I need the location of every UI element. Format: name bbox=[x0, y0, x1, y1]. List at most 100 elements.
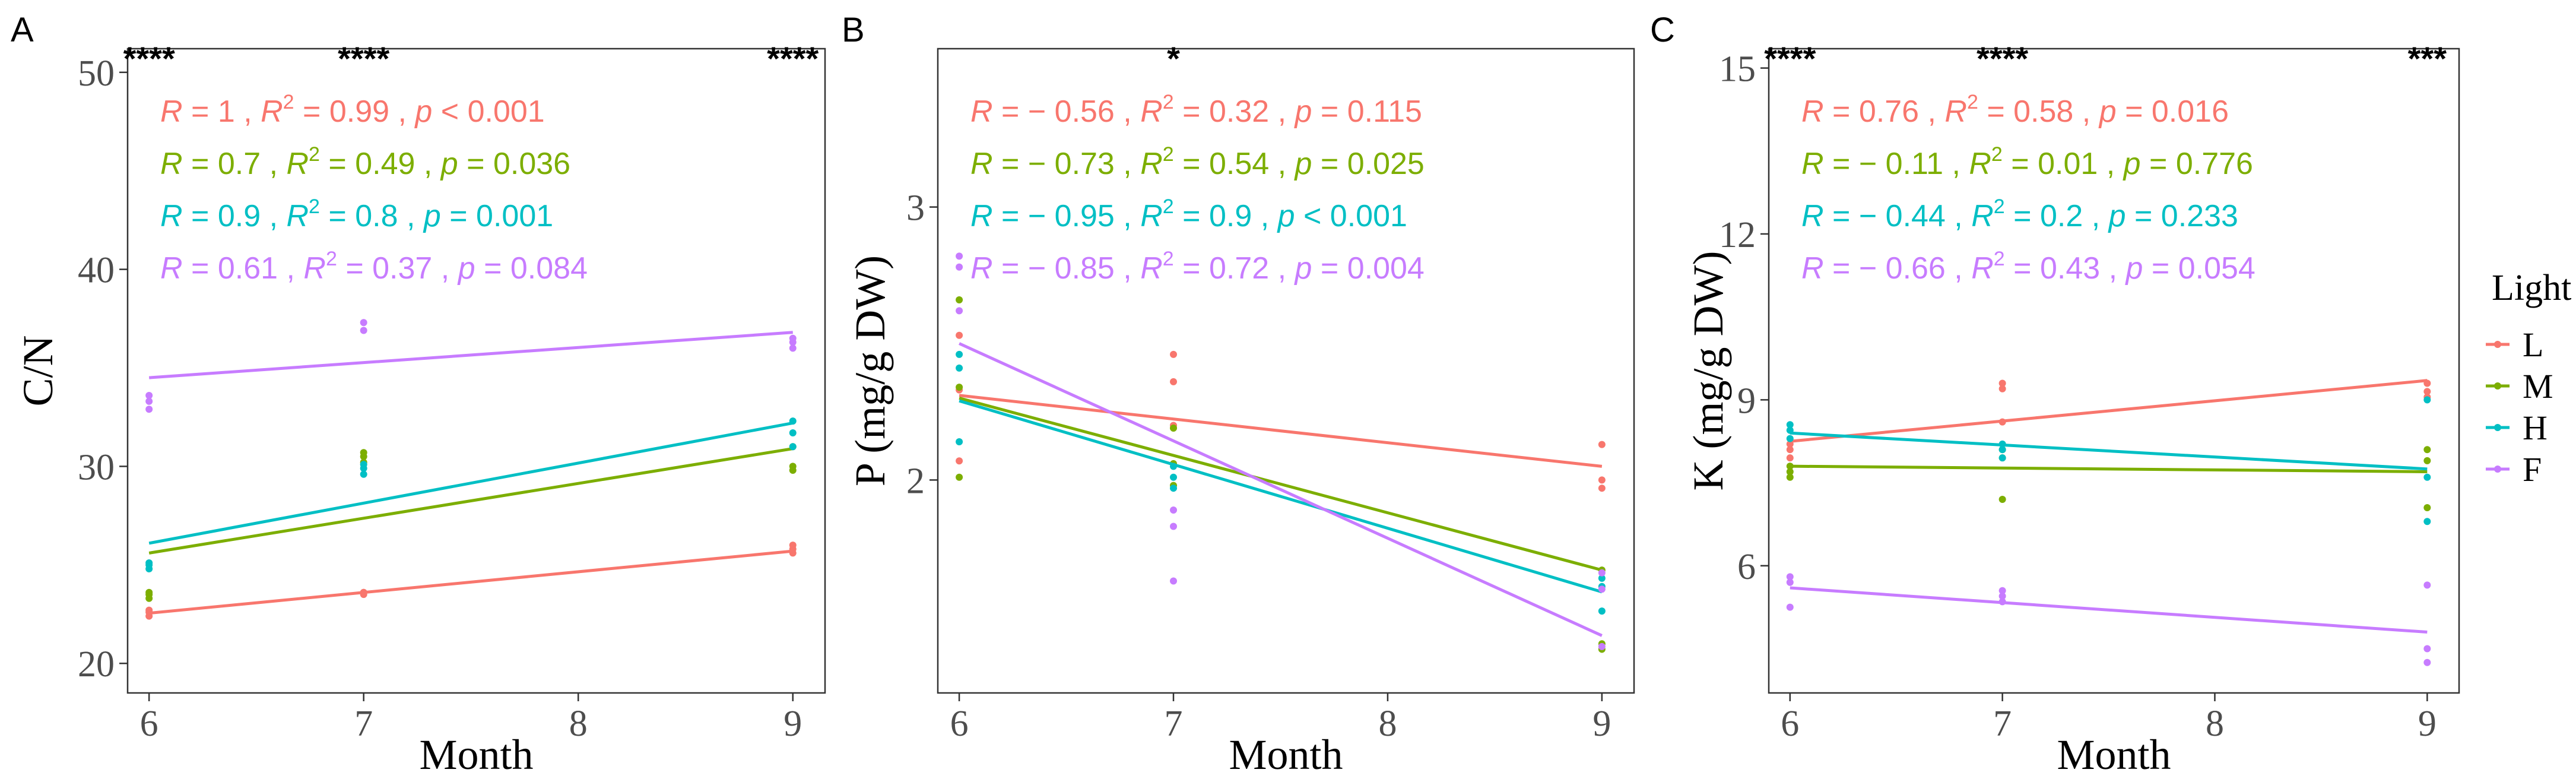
stat-p-symbol: p bbox=[457, 251, 475, 286]
legend-entry-label: M bbox=[2523, 367, 2553, 406]
stat-r2-symbol: R bbox=[1140, 199, 1163, 233]
data-point bbox=[956, 331, 963, 339]
stats-annotation: R = − 0.73 , R2 = 0.54 , p = 0.025 bbox=[970, 143, 1425, 181]
data-point bbox=[789, 344, 797, 352]
data-point bbox=[360, 327, 367, 334]
regression-line bbox=[959, 399, 1603, 594]
stat-sep: , bbox=[1252, 199, 1277, 233]
data-point bbox=[2423, 645, 2431, 653]
series-F bbox=[145, 319, 797, 413]
legend-entry-label: H bbox=[2523, 409, 2548, 447]
stat-r2-symbol: R bbox=[286, 199, 309, 233]
stat-r2-superscript: 2 bbox=[1163, 143, 1174, 166]
data-point bbox=[1170, 506, 1178, 514]
stat-p-operator: = bbox=[2126, 199, 2161, 233]
stat-sep: , bbox=[1115, 94, 1140, 129]
stat-equals: = bbox=[183, 94, 218, 129]
stat-r2-superscript: 2 bbox=[309, 195, 320, 218]
y-tick-label: 6 bbox=[1737, 547, 1756, 587]
stat-r-symbol: R bbox=[160, 147, 183, 181]
data-point bbox=[1598, 441, 1606, 448]
stat-p-value: 0.776 bbox=[2176, 147, 2253, 181]
stat-r-symbol: R bbox=[970, 94, 993, 129]
stat-p-operator: = bbox=[458, 147, 493, 181]
data-point bbox=[1598, 574, 1606, 582]
stat-sep: , bbox=[1946, 251, 1971, 286]
stat-r2-superscript: 2 bbox=[283, 91, 294, 113]
stat-r2-value: 0.54 bbox=[1209, 147, 1269, 181]
y-tick-label: 40 bbox=[78, 251, 115, 291]
stat-r-value: 0.7 bbox=[218, 147, 261, 181]
stat-r2-superscript: 2 bbox=[1163, 248, 1174, 270]
y-tick-label: 12 bbox=[1719, 215, 1756, 255]
x-axis-title: Month bbox=[419, 731, 533, 778]
stat-r2-symbol: R bbox=[1971, 251, 1994, 286]
stat-equals: = bbox=[993, 199, 1028, 233]
stat-sep: , bbox=[1269, 251, 1295, 286]
stat-equals: = bbox=[183, 251, 218, 286]
data-point bbox=[2423, 518, 2431, 525]
stat-equals: = bbox=[2005, 251, 2040, 286]
data-point bbox=[2423, 388, 2431, 395]
data-point bbox=[1998, 496, 2006, 504]
stat-r2-superscript: 2 bbox=[1994, 248, 2005, 270]
significance-label: *** bbox=[2408, 40, 2447, 77]
panel-label: B bbox=[842, 11, 865, 49]
stat-r2-symbol: R bbox=[1140, 94, 1163, 129]
stat-equals: = bbox=[993, 251, 1028, 286]
data-point bbox=[789, 334, 797, 342]
data-point bbox=[1786, 473, 1794, 481]
stat-sep: , bbox=[261, 147, 286, 181]
data-point bbox=[145, 397, 153, 405]
data-point bbox=[145, 588, 153, 596]
stat-equals: = bbox=[993, 147, 1028, 181]
x-tick-label: 8 bbox=[1378, 704, 1397, 744]
stat-equals: = bbox=[1174, 251, 1209, 286]
stat-r-symbol: R bbox=[1801, 94, 1824, 129]
stat-equals: = bbox=[1824, 94, 1859, 129]
x-tick-label: 7 bbox=[1165, 704, 1183, 744]
data-point bbox=[1598, 607, 1606, 615]
regression-line bbox=[1790, 586, 2428, 634]
stat-r2-superscript: 2 bbox=[1967, 91, 1978, 113]
data-point bbox=[1598, 485, 1606, 492]
stat-r2-value: 0.58 bbox=[2013, 94, 2073, 129]
x-tick-label: 6 bbox=[950, 704, 969, 744]
regression-line bbox=[959, 394, 1603, 468]
x-tick-label: 9 bbox=[2418, 704, 2437, 744]
stat-p-operator: = bbox=[1312, 251, 1347, 286]
y-axis-title: C/N bbox=[14, 335, 62, 406]
stat-equals: = bbox=[1174, 94, 1209, 129]
stat-r2-superscript: 2 bbox=[309, 143, 320, 166]
stat-r2-symbol: R bbox=[1140, 147, 1163, 181]
stat-r2-value: 0.72 bbox=[1209, 251, 1269, 286]
data-point bbox=[1598, 476, 1606, 484]
data-point bbox=[956, 457, 963, 465]
x-tick-label: 7 bbox=[1993, 704, 2012, 744]
regression-line bbox=[148, 331, 793, 379]
stat-r2-superscript: 2 bbox=[326, 248, 337, 270]
stat-sep: , bbox=[1943, 147, 1969, 181]
data-point bbox=[145, 406, 153, 413]
data-point bbox=[2423, 396, 2431, 404]
stat-r2-symbol: R bbox=[303, 251, 326, 286]
stat-p-symbol: p bbox=[2098, 94, 2117, 129]
data-point bbox=[1786, 421, 1794, 429]
legend-entry-label: L bbox=[2523, 325, 2543, 364]
stat-r-symbol: R bbox=[970, 251, 993, 286]
stat-equals: = bbox=[2005, 199, 2040, 233]
data-point bbox=[1786, 468, 1794, 476]
data-point bbox=[1786, 578, 1794, 586]
stat-p-symbol: p bbox=[1294, 94, 1312, 129]
legend-entry-F: F bbox=[2486, 450, 2542, 489]
stat-equals: = bbox=[2003, 147, 2038, 181]
series-F bbox=[956, 252, 1606, 650]
stat-r-value: − 0.95 bbox=[1028, 199, 1115, 233]
stats-annotation: R = 1 , R2 = 0.99 , p < 0.001 bbox=[160, 91, 545, 129]
stat-p-value: 0.001 bbox=[476, 199, 553, 233]
data-point bbox=[145, 559, 153, 567]
x-axis-title: Month bbox=[1229, 731, 1343, 778]
x-axis-title: Month bbox=[2057, 731, 2171, 778]
legend-entry-M: M bbox=[2486, 367, 2553, 406]
